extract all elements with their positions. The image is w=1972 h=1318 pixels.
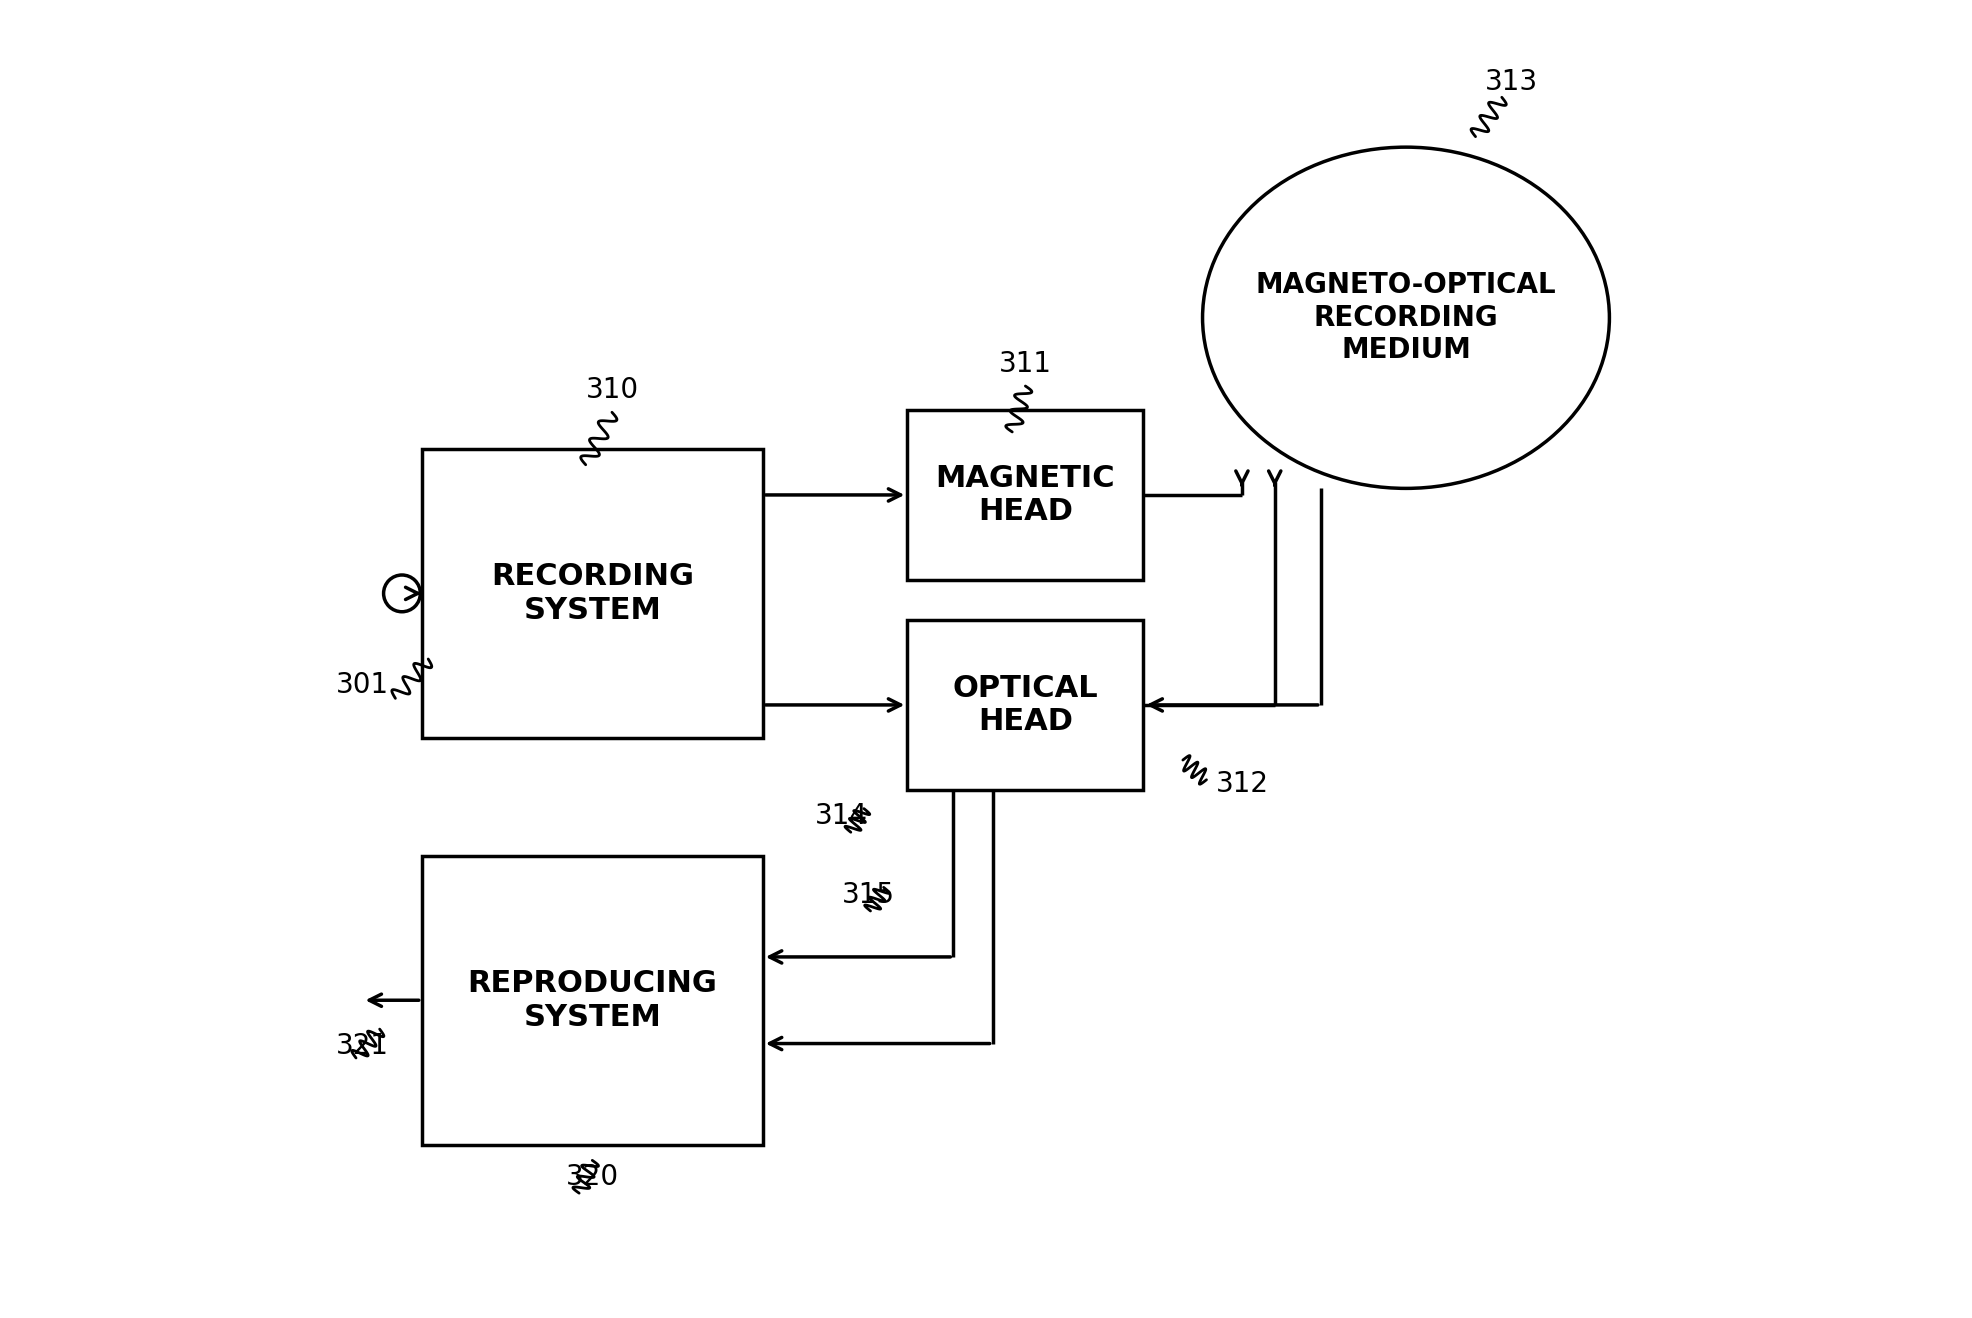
- Text: REPRODUCING
SYSTEM: REPRODUCING SYSTEM: [467, 969, 718, 1032]
- Text: 321: 321: [335, 1032, 388, 1060]
- Text: 312: 312: [1215, 770, 1268, 797]
- Ellipse shape: [1203, 148, 1609, 489]
- Text: 320: 320: [566, 1164, 619, 1191]
- Text: MAGNETO-OPTICAL
RECORDING
MEDIUM: MAGNETO-OPTICAL RECORDING MEDIUM: [1256, 272, 1556, 364]
- Text: RECORDING
SYSTEM: RECORDING SYSTEM: [491, 561, 694, 625]
- FancyBboxPatch shape: [422, 855, 763, 1144]
- Text: MAGNETIC
HEAD: MAGNETIC HEAD: [935, 464, 1116, 526]
- FancyBboxPatch shape: [422, 449, 763, 738]
- Text: 301: 301: [335, 671, 388, 700]
- FancyBboxPatch shape: [907, 619, 1144, 791]
- FancyBboxPatch shape: [907, 410, 1144, 580]
- Text: 311: 311: [1000, 349, 1051, 378]
- Text: 315: 315: [842, 882, 895, 909]
- Text: 314: 314: [814, 803, 868, 830]
- Text: 310: 310: [586, 376, 639, 403]
- Text: OPTICAL
HEAD: OPTICAL HEAD: [952, 673, 1098, 737]
- Text: 313: 313: [1485, 67, 1538, 95]
